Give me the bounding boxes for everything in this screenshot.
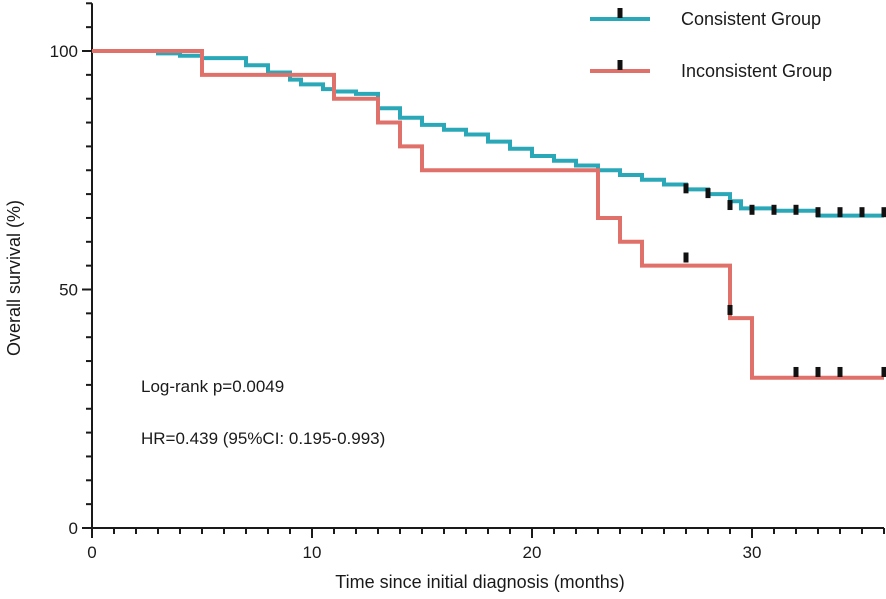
axes: 0 10 20 30 0 50 100 (50, 2, 885, 562)
censor-mark-consistent-group (859, 207, 865, 218)
censor-mark-consistent-group (881, 207, 886, 218)
censor-mark-inconsistent-group (837, 366, 843, 377)
censor-mark-inconsistent-group (683, 252, 689, 263)
x-tick-label: 30 (743, 543, 762, 562)
x-tick-label: 20 (523, 543, 542, 562)
series-line-consistent-group (92, 49, 884, 218)
censor-mark-inconsistent-group (881, 366, 886, 377)
y-axis-title: Overall survival (%) (4, 200, 24, 356)
censor-mark-consistent-group (727, 200, 733, 211)
legend-censor-inconsistent-group (617, 60, 623, 70)
censor-mark-consistent-group (793, 204, 799, 215)
censor-mark-consistent-group (771, 204, 777, 215)
y-tick-label: 0 (69, 519, 78, 538)
censor-mark-consistent-group (815, 207, 821, 218)
censor-mark-consistent-group (683, 183, 689, 194)
censor-mark-inconsistent-group (815, 366, 821, 377)
x-axis-title: Time since initial diagnosis (months) (335, 572, 624, 592)
x-tick-label: 0 (87, 543, 96, 562)
legend-label-inconsistent-group: Inconsistent Group (681, 61, 832, 81)
series-line-inconsistent-group (92, 49, 884, 380)
series-layer (92, 49, 886, 380)
legend: Consistent Group Inconsistent Group (590, 8, 832, 81)
censor-mark-consistent-group (749, 204, 755, 215)
legend-label-consistent-group: Consistent Group (681, 9, 821, 29)
y-tick-label: 100 (50, 42, 78, 61)
annotation-logrank: Log-rank p=0.0049 (141, 377, 284, 396)
annotation-hr: HR=0.439 (95%CI: 0.195-0.993) (141, 429, 385, 448)
censor-mark-inconsistent-group (793, 366, 799, 377)
censor-mark-inconsistent-group (727, 304, 733, 315)
y-tick-label: 50 (59, 281, 78, 300)
censor-mark-consistent-group (837, 207, 843, 218)
censor-mark-consistent-group (705, 188, 711, 199)
x-tick-label: 10 (303, 543, 322, 562)
legend-censor-consistent-group (617, 8, 623, 18)
